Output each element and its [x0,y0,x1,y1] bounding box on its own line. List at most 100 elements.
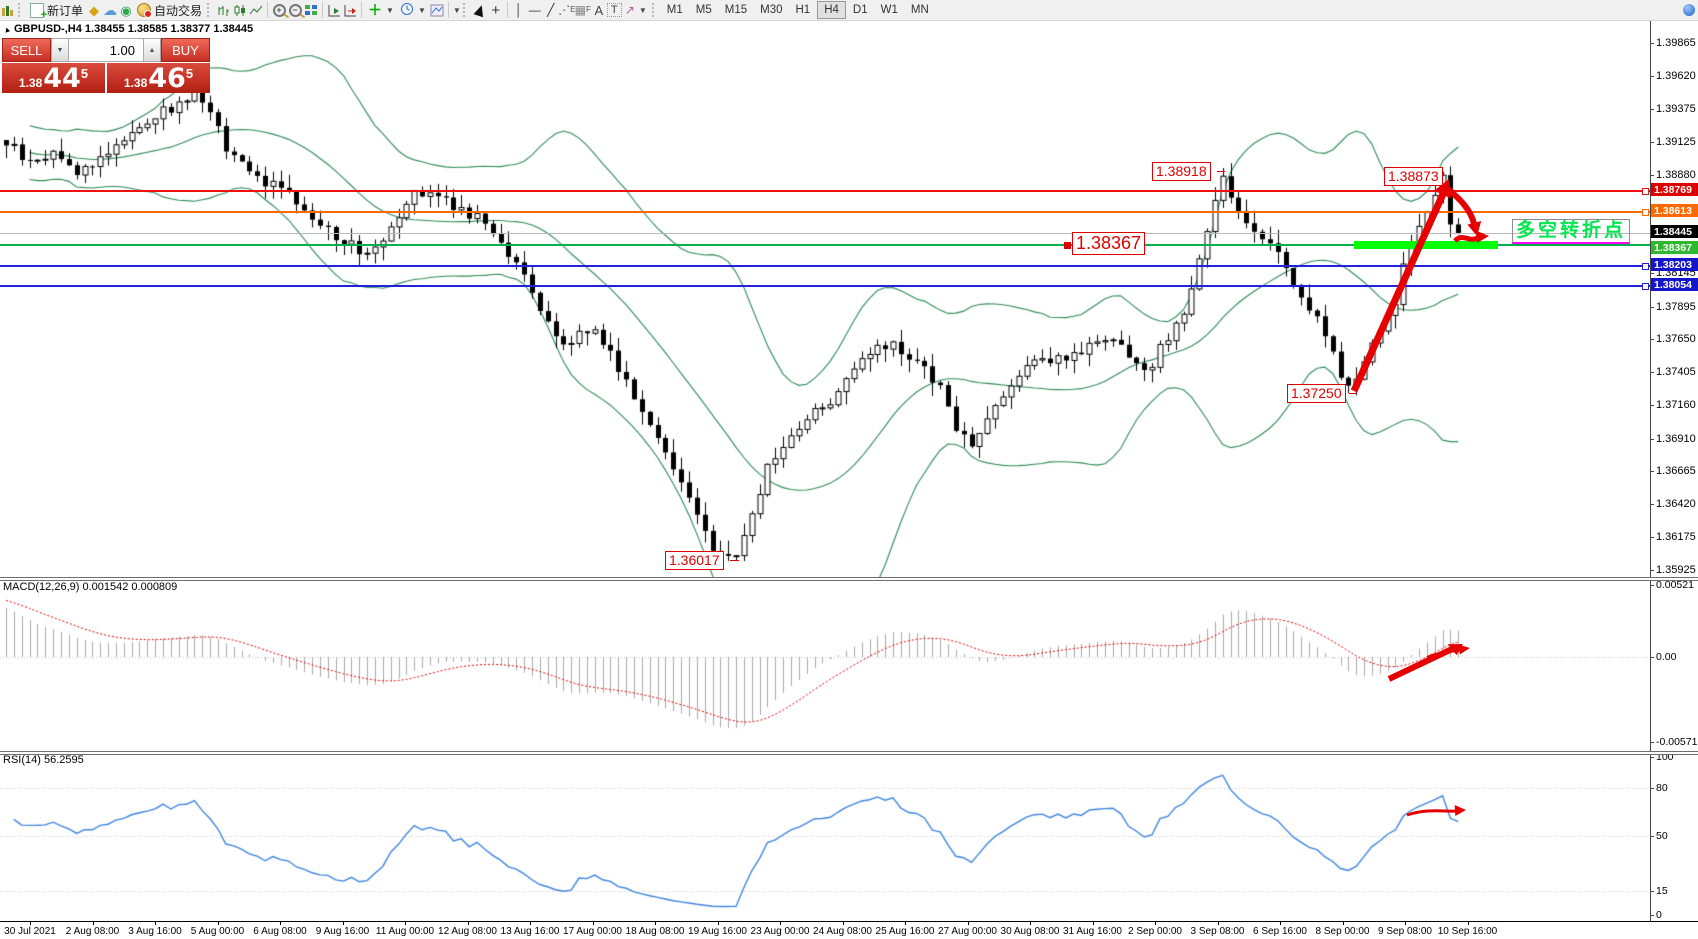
price-tick-label: 1.36665 [1656,465,1696,477]
time-label: 6 Sep 16:00 [1253,926,1307,937]
price-tick-label: 1.36175 [1656,531,1696,543]
zoom-in-icon[interactable]: + [271,3,287,18]
indicator-tick-label: 0.00 [1656,651,1677,663]
rsi-indicator-panel[interactable] [0,753,1650,921]
buy-button[interactable]: BUY [161,38,210,62]
time-label: 19 Aug 16:00 [688,926,747,937]
label-tool-icon[interactable]: T [606,3,622,17]
toolbar-separator [322,2,324,18]
signals-icon[interactable]: ◉ [120,2,132,18]
crosshair-tool-icon[interactable]: + [491,1,501,19]
volume-input[interactable]: 1.00 [69,38,143,62]
price-tick-label: 1.39125 [1656,136,1696,148]
price-marker-1.38367: 1.38367 [1651,241,1698,254]
hline-1.38445[interactable] [0,233,1650,234]
tile-windows-icon[interactable] [303,3,319,18]
price-tick-label: 1.38880 [1656,169,1696,181]
trendline-tool-icon[interactable]: ╱ [547,3,555,17]
time-tick [405,922,406,925]
buy-price-button[interactable]: 1.38 46 5 [107,63,210,93]
candle-chart-type-icon[interactable] [232,3,248,18]
panel-separator[interactable] [0,751,1698,755]
line-handle[interactable] [1642,283,1649,290]
axis-tick [1650,43,1654,44]
timeframe-button-h4[interactable]: H4 [817,1,846,19]
hline-1.38054[interactable] [0,285,1650,287]
price-annotation-1.38918[interactable]: 1.38918 [1152,162,1211,181]
main-price-chart[interactable] [0,20,1650,577]
price-tick-label: 1.36910 [1656,433,1696,445]
timeframe-button-m30[interactable]: M30 [760,4,783,16]
timeframe-button-w1[interactable]: W1 [880,4,898,16]
autotrade-button[interactable]: 自动交易 [134,1,205,19]
fibonacci-tool-icon[interactable]: ⋰ E [558,3,576,17]
market-watch-icon[interactable]: ◆ [89,2,100,18]
price-annotation-1.36017[interactable]: 1.36017 [665,551,724,570]
time-label: 5 Aug 00:00 [190,926,245,937]
hline-tool-icon[interactable]: — [528,3,541,17]
line-handle[interactable] [1642,209,1649,216]
time-label: 11 Aug 00:00 [375,926,435,937]
sell-price-button[interactable]: 1.38 44 5 [2,63,105,93]
axis-tick [1650,537,1654,538]
arrows-tool-button[interactable]: ↗ ▼ [622,1,650,19]
time-label: 3 Aug 16:00 [128,926,182,937]
time-tick [1155,922,1156,925]
chevron-down-icon: ▼ [417,5,426,15]
timeframe-button-m5[interactable]: M5 [695,4,712,16]
pivot-highlight-bar[interactable] [1354,241,1498,249]
time-axis[interactable]: 30 Jul 2021 2 Aug 08:00 3 Aug 16:00 5 Aug 0… [0,921,1698,939]
periods-button[interactable]: ▼ [397,1,429,19]
cursor-tool-icon[interactable] [472,3,488,18]
hline-1.38613[interactable] [0,211,1650,213]
toolbar-overflow-icon[interactable]: ▼ [452,5,461,15]
bar-chart-type-icon[interactable] [216,3,232,18]
time-label: 9 Aug 16:00 [315,926,370,937]
price-annotation-1.38873[interactable]: 1.38873 [1384,167,1443,186]
zoom-out-icon[interactable]: − [287,3,303,18]
timeframe-button-d1[interactable]: D1 [852,4,868,16]
line-chart-type-icon[interactable] [248,3,264,18]
auto-scroll-icon[interactable] [326,3,342,18]
volume-down-stepper[interactable]: ▼ [51,38,69,62]
data-window-icon[interactable]: ☁ [103,2,118,18]
pivot-line-handle[interactable] [1064,242,1071,249]
text-tool-icon[interactable]: A [594,2,604,18]
time-tick [342,922,344,925]
add-indicator-button[interactable]: ＋ ▼ [365,1,397,19]
panel-separator[interactable] [0,577,1698,581]
hline-1.38203[interactable] [0,265,1650,267]
sell-price-prefix: 1.38 [18,76,43,90]
line-handle[interactable] [1642,188,1649,195]
time-tick [92,922,94,925]
vline-tool-icon[interactable]: │ [515,3,523,17]
axis-tick [1650,471,1654,472]
timeframe-button-m1[interactable]: M1 [666,4,683,16]
line-handle[interactable] [1642,263,1649,270]
time-label: 8 Sep 00:00 [1315,926,1370,937]
indicator-tick-label: 0.00521 [1656,579,1694,591]
time-label: 23 Aug 00:00 [750,926,810,937]
chart-shift-icon[interactable] [342,3,358,18]
buy-price-prefix: 1.38 [123,76,148,90]
volume-up-stepper[interactable]: ▲ [143,38,161,62]
timeframe-button-h1[interactable]: H1 [795,4,811,16]
channel-tool-icon[interactable]: ▦ F [574,3,591,17]
help-sphere-icon[interactable] [1681,3,1697,18]
chevron-down-icon: ▼ [638,5,647,15]
autotrade-label: 自动交易 [154,3,203,18]
sell-button[interactable]: SELL [2,38,51,62]
timeframe-button-mn[interactable]: MN [910,4,929,16]
timeframe-button-m15[interactable]: M15 [724,4,748,16]
chart-window-icon[interactable] [0,3,16,18]
template-icon[interactable] [429,3,445,18]
hline-1.38769[interactable] [0,190,1650,192]
axis-tick [1650,657,1654,658]
price-annotation-1.37250[interactable]: 1.37250 [1287,384,1346,403]
pivot-point-text-label[interactable]: 多空转折点 [1512,219,1631,244]
price-axis-line [1650,20,1651,921]
new-order-button[interactable]: 新订单 [27,1,86,21]
price-annotation-1.38367[interactable]: 1.38367 [1072,232,1146,255]
hline-1.38367[interactable] [0,244,1650,246]
macd-indicator-panel[interactable] [0,580,1650,751]
